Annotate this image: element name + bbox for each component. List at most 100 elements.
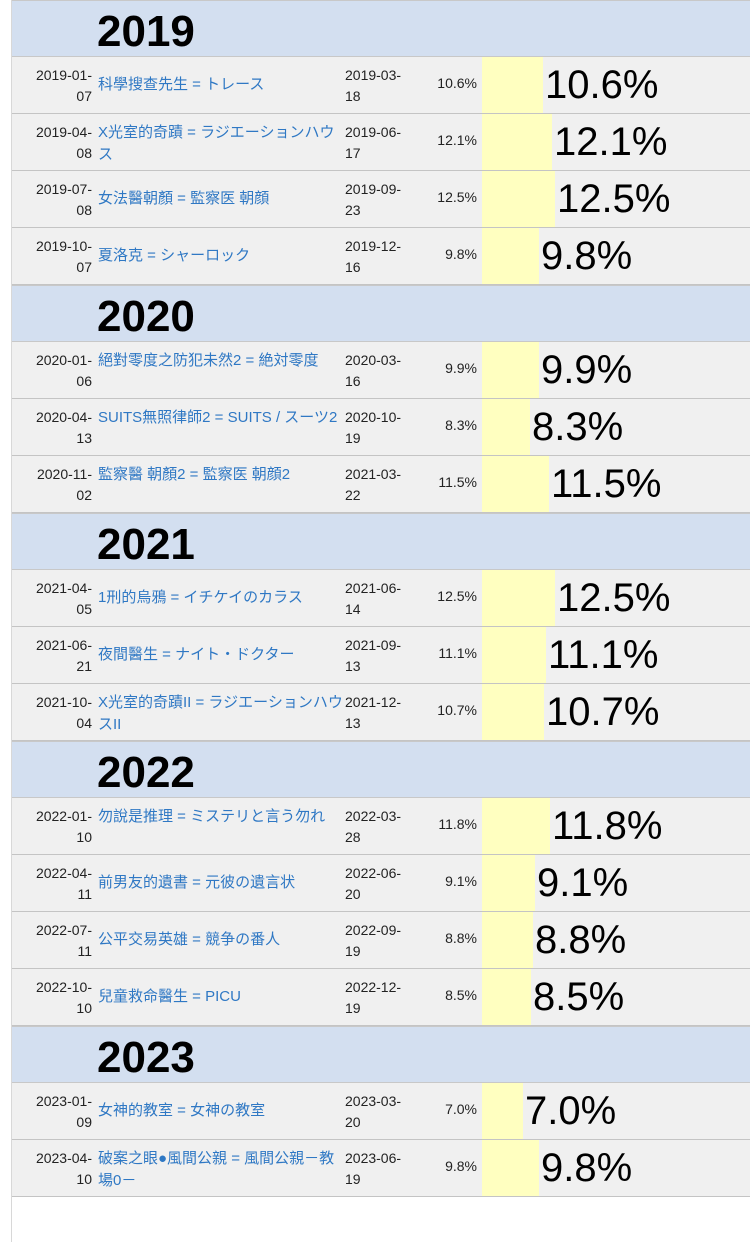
- table-row: 2023-04- 10 破案之眼●風間公親 = 風間公親－教場0－ 2023-06-…: [12, 1140, 750, 1197]
- drama-title-link[interactable]: 監察醫 朝顏2 = 監察医 朝顔2: [98, 466, 291, 483]
- table-row: 2020-04- 13 SUITS無照律師2 = SUITS / スーツ2 2020…: [12, 399, 750, 456]
- drama-title-link[interactable]: 夏洛克 = シャーロック: [98, 247, 251, 264]
- year-label: 2022: [97, 748, 195, 797]
- rating-bar-label: 8.5%: [533, 975, 625, 1019]
- drama-title-link[interactable]: SUITS無照律師2 = SUITS / スーツ2: [98, 409, 338, 426]
- start-date: 2021-10- 04: [35, 694, 92, 731]
- table-row: 2019-10- 07 夏洛克 = シャーロック 2019-12- 16 9.8% 9.…: [12, 228, 750, 285]
- rating-value: 10.7%: [437, 702, 477, 718]
- rating-value: 12.5%: [437, 189, 477, 205]
- rating-bar-label: 11.1%: [548, 633, 659, 677]
- drama-title-link[interactable]: 1刑的烏鴉 = イチケイのカラス: [98, 589, 303, 606]
- start-date: 2022-04- 11: [35, 865, 92, 902]
- end-date: 2023-06- 19: [345, 1150, 402, 1187]
- rating-bar-label: 11.8%: [552, 804, 663, 848]
- start-date: 2021-06- 21: [35, 637, 92, 674]
- rating-value: 12.1%: [437, 132, 477, 148]
- rating-bar-label: 9.8%: [541, 234, 633, 278]
- rating-bar: [482, 684, 544, 740]
- rating-value: 9.1%: [445, 873, 477, 889]
- drama-title-link[interactable]: 勿說是推理 = ミステリと言う勿れ: [98, 808, 326, 825]
- year-header: 2019: [12, 0, 750, 57]
- rating-bar: [482, 570, 555, 626]
- end-date: 2023-03- 20: [345, 1093, 402, 1130]
- year-label: 2023: [97, 1033, 195, 1082]
- table-row: 2020-01- 06 絕對零度之防犯未然2 = 絶対零度 2020-03- 16 9…: [12, 342, 750, 399]
- rating-bar-label: 9.9%: [541, 348, 633, 392]
- table-row: 2022-07- 11 公平交易英雄 = 競争の番人 2022-09- 19 8.8%…: [12, 912, 750, 969]
- end-date: 2019-12- 16: [345, 238, 402, 275]
- year-header: 2022: [12, 741, 750, 798]
- year-label: 2020: [97, 292, 195, 341]
- rating-value: 11.1%: [438, 645, 477, 661]
- drama-title-link[interactable]: 科學搜查先生 = トレース: [98, 76, 265, 93]
- rating-value: 11.5%: [438, 474, 477, 490]
- table-row: 2022-04- 11 前男友的遺書 = 元彼の遺言状 2022-06- 20 9.1…: [12, 855, 750, 912]
- rating-bar-label: 12.5%: [557, 177, 671, 221]
- table-row: 2019-01- 07 科學搜查先生 = トレース 2019-03- 18 10.6%…: [12, 57, 750, 114]
- start-date: 2022-01- 10: [35, 808, 92, 845]
- rating-value: 7.0%: [445, 1101, 477, 1117]
- start-date: 2019-01- 07: [35, 67, 92, 104]
- rating-value: 8.8%: [445, 930, 477, 946]
- table-row: 2021-10- 04 X光室的奇蹟II = ラジエーションハウスII 2021-1…: [12, 684, 750, 741]
- end-date: 2021-09- 13: [345, 637, 402, 674]
- rating-bar-label: 10.7%: [546, 690, 660, 734]
- table-row: 2019-04- 08 X光室的奇蹟 = ラジエーションハウス 2019-06- 1…: [12, 114, 750, 171]
- table-row: 2022-01- 10 勿說是推理 = ミステリと言う勿れ 2022-03- 28 1…: [12, 798, 750, 855]
- rating-value: 12.5%: [437, 588, 477, 604]
- rating-bar: [482, 114, 552, 170]
- drama-title-link[interactable]: X光室的奇蹟 = ラジエーションハウス: [98, 124, 335, 163]
- rating-bar-label: 12.5%: [557, 576, 671, 620]
- drama-title-link[interactable]: 絕對零度之防犯未然2 = 絶対零度: [98, 352, 319, 369]
- rating-value: 8.5%: [445, 987, 477, 1003]
- rating-bar: [482, 399, 530, 455]
- rating-value: 10.6%: [437, 75, 477, 91]
- rating-bar-label: 8.3%: [532, 405, 624, 449]
- end-date: 2021-12- 13: [345, 694, 402, 731]
- start-date: 2020-11- 02: [36, 466, 92, 503]
- start-date: 2022-07- 11: [35, 922, 92, 959]
- drama-title-link[interactable]: 女法醫朝顏 = 監察医 朝顔: [98, 190, 270, 207]
- end-date: 2019-06- 17: [345, 124, 402, 161]
- rating-value: 9.8%: [445, 1158, 477, 1174]
- start-date: 2023-04- 10: [35, 1150, 92, 1187]
- table-row: 2023-01- 09 女神的教室 = 女神の教室 2023-03- 20 7.0% 7…: [12, 1083, 750, 1140]
- table-row: 2021-04- 05 1刑的烏鴉 = イチケイのカラス 2021-06- 14 12…: [12, 570, 750, 627]
- end-date: 2019-09- 23: [345, 181, 402, 218]
- end-date: 2022-09- 19: [345, 922, 402, 959]
- ratings-table: 2019 2019-01- 07 科學搜查先生 = トレース 2019-03- 18 1…: [12, 0, 750, 1197]
- start-date: 2020-01- 06: [35, 352, 92, 389]
- rating-bar-label: 12.1%: [554, 120, 668, 164]
- rating-bar-label: 11.5%: [551, 462, 662, 506]
- end-date: 2022-03- 28: [345, 808, 402, 845]
- drama-title-link[interactable]: 女神的教室 = 女神の教室: [98, 1102, 266, 1119]
- year-header: 2020: [12, 285, 750, 342]
- table-row: 2019-07- 08 女法醫朝顏 = 監察医 朝顔 2019-09- 23 12.5…: [12, 171, 750, 228]
- rating-value: 9.8%: [445, 246, 477, 262]
- end-date: 2022-06- 20: [345, 865, 402, 902]
- drama-title-link[interactable]: 破案之眼●風間公親 = 風間公親－教場0－: [98, 1150, 335, 1189]
- rating-bar-label: 10.6%: [545, 63, 659, 107]
- start-date: 2019-07- 08: [35, 181, 92, 218]
- drama-title-link[interactable]: X光室的奇蹟II = ラジエーションハウスII: [98, 694, 343, 733]
- drama-title-link[interactable]: 夜間醫生 = ナイト・ドクター: [98, 646, 295, 663]
- table-left-border: [11, 0, 12, 1242]
- rating-bar: [482, 798, 550, 854]
- start-date: 2019-04- 08: [35, 124, 92, 161]
- rating-bar: [482, 1140, 539, 1196]
- year-label: 2021: [97, 520, 195, 569]
- drama-title-link[interactable]: 兒童救命醫生 = PICU: [98, 988, 241, 1005]
- start-date: 2022-10- 10: [35, 979, 92, 1016]
- end-date: 2022-12- 19: [345, 979, 402, 1016]
- rating-bar: [482, 228, 539, 284]
- rating-value: 8.3%: [445, 417, 477, 433]
- rating-bar: [482, 1083, 523, 1139]
- rating-bar: [482, 342, 539, 398]
- year-header: 2023: [12, 1026, 750, 1083]
- drama-title-link[interactable]: 公平交易英雄 = 競争の番人: [98, 931, 281, 948]
- drama-title-link[interactable]: 前男友的遺書 = 元彼の遺言状: [98, 874, 296, 891]
- start-date: 2020-04- 13: [35, 409, 92, 446]
- rating-value: 11.8%: [438, 816, 477, 832]
- end-date: 2019-03- 18: [345, 67, 402, 104]
